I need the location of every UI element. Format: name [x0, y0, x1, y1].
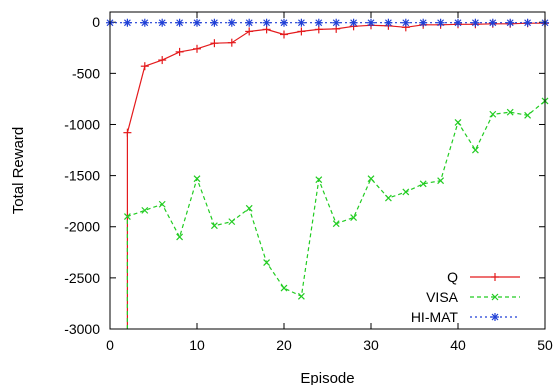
data-point: [227, 18, 236, 27]
series-visa: [123, 97, 549, 329]
data-point: [210, 222, 218, 230]
legend-marker: [491, 273, 499, 281]
data-point: [314, 18, 323, 27]
series-layer: [106, 18, 549, 329]
data-point: [506, 18, 515, 27]
data-point: [488, 18, 497, 27]
data-point: [193, 175, 201, 183]
legend-marker: [491, 313, 499, 321]
legend-item: Q: [447, 269, 520, 285]
data-point: [419, 180, 427, 188]
data-point: [140, 18, 149, 27]
data-point: [193, 44, 201, 53]
data-point: [280, 284, 288, 292]
y-tick-label: -1000: [64, 116, 100, 132]
data-point: [401, 18, 410, 27]
y-tick-label: -2500: [64, 270, 100, 286]
data-point: [158, 200, 166, 208]
legend-marker: [491, 293, 499, 301]
data-point: [210, 39, 219, 48]
data-point: [280, 30, 288, 39]
data-point: [280, 18, 288, 27]
data-point: [419, 18, 428, 27]
legend-label: HI-MAT: [411, 309, 459, 325]
data-point: [523, 18, 532, 27]
x-tick-label: 40: [450, 337, 466, 353]
series-line: [126, 22, 545, 329]
data-point: [245, 27, 254, 36]
data-point: [471, 146, 479, 154]
data-point: [315, 176, 323, 184]
y-tick-label: -500: [72, 65, 100, 81]
series-q: [123, 19, 549, 329]
data-point: [454, 119, 462, 126]
legend-item: VISA: [426, 289, 520, 305]
data-point: [158, 18, 167, 27]
data-point: [227, 38, 236, 47]
data-point: [140, 62, 149, 71]
data-point: [158, 56, 167, 65]
data-point: [245, 204, 253, 212]
series-line: [126, 100, 546, 329]
data-point: [402, 188, 410, 196]
data-point: [297, 27, 306, 36]
data-point: [437, 177, 445, 185]
data-point: [471, 18, 480, 27]
data-point: [141, 206, 149, 214]
data-point: [350, 214, 358, 221]
data-point: [454, 18, 462, 27]
data-point: [349, 18, 358, 27]
data-point: [506, 108, 514, 116]
series-hi-mat: [106, 18, 549, 27]
data-point: [193, 18, 201, 27]
data-point: [210, 18, 219, 27]
data-point: [332, 220, 340, 228]
y-tick-label: -2000: [64, 219, 100, 235]
data-point: [332, 18, 341, 27]
data-point: [436, 18, 445, 27]
data-point: [123, 128, 132, 137]
data-point: [176, 233, 184, 241]
y-tick-label: -1500: [64, 168, 100, 184]
y-tick-label: -3000: [64, 321, 100, 337]
x-tick-label: 50: [537, 337, 553, 353]
legend-label: VISA: [426, 289, 459, 305]
x-tick-label: 30: [363, 337, 379, 353]
plot-frame: [109, 11, 546, 330]
legend-label: Q: [447, 269, 458, 285]
legend: Q VISA HI-MAT: [411, 269, 520, 325]
data-point: [367, 18, 375, 27]
data-point: [297, 292, 305, 300]
data-point: [263, 259, 271, 266]
x-tick-label: 20: [276, 337, 292, 353]
x-tick-label: 0: [106, 337, 114, 353]
data-point: [367, 175, 375, 183]
legend-item: HI-MAT: [411, 309, 520, 325]
data-point: [489, 110, 497, 118]
data-point: [175, 47, 184, 56]
data-point: [228, 218, 236, 226]
data-point: [175, 18, 184, 27]
data-point: [123, 18, 132, 27]
y-tick-label: 0: [92, 14, 100, 30]
data-point: [384, 194, 392, 202]
y-axis-label: Total Reward: [10, 127, 27, 215]
data-point: [524, 111, 532, 119]
data-point: [245, 18, 254, 27]
x-tick-label: 10: [189, 337, 205, 353]
data-point: [123, 213, 131, 220]
data-point: [384, 18, 393, 27]
x-axis-label: Episode: [300, 370, 354, 385]
axis-ticks: 0 10 20 30 40 50 0 -500 -1000 -1500 -2000 -2500 -300…: [64, 12, 553, 353]
data-point: [297, 18, 306, 27]
data-point: [262, 18, 271, 27]
